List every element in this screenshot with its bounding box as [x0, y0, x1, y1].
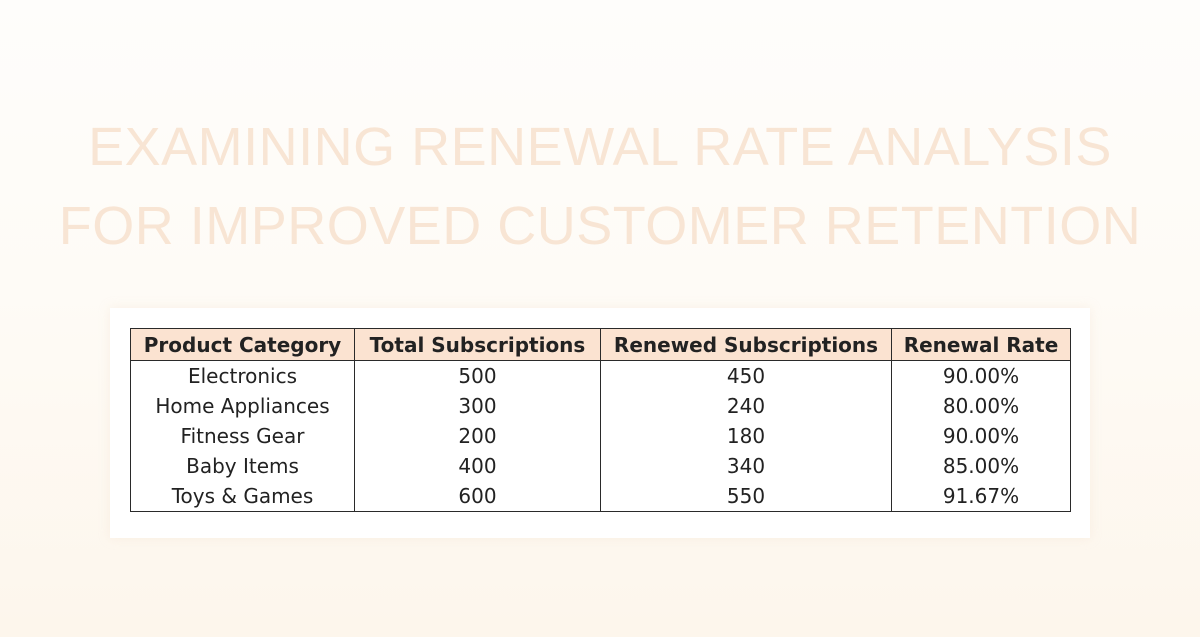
header-renewal-rate: Renewal Rate [891, 328, 1071, 361]
cell-renewed-subscriptions: 180 [600, 421, 892, 451]
cell-product-category: Home Appliances [130, 391, 355, 421]
table-row: Toys & Games 600 550 91.67% [130, 481, 1071, 512]
header-renewed-subscriptions: Renewed Subscriptions [600, 328, 892, 361]
cell-renewed-subscriptions: 550 [600, 481, 892, 512]
title-line-2: FOR IMPROVED CUSTOMER RETENTION [58, 196, 1142, 256]
cell-renewed-subscriptions: 450 [600, 360, 892, 391]
cell-total-subscriptions: 500 [354, 360, 601, 391]
cell-product-category: Electronics [130, 360, 355, 391]
cell-renewal-rate: 85.00% [891, 451, 1071, 481]
table-row: Baby Items 400 340 85.00% [130, 451, 1071, 481]
cell-renewal-rate: 90.00% [891, 360, 1071, 391]
table-row: Fitness Gear 200 180 90.00% [130, 421, 1071, 451]
table-card: Product Category Total Subscriptions Ren… [110, 308, 1090, 538]
table-row: Electronics 500 450 90.00% [130, 360, 1071, 391]
cell-renewed-subscriptions: 240 [600, 391, 892, 421]
cell-renewal-rate: 91.67% [891, 481, 1071, 512]
cell-total-subscriptions: 200 [354, 421, 601, 451]
cell-renewed-subscriptions: 340 [600, 451, 892, 481]
cell-renewal-rate: 90.00% [891, 421, 1071, 451]
cell-product-category: Baby Items [130, 451, 355, 481]
cell-total-subscriptions: 400 [354, 451, 601, 481]
table-header-row: Product Category Total Subscriptions Ren… [130, 328, 1071, 361]
title-line-1: EXAMINING RENEWAL RATE ANALYSIS [88, 117, 1112, 177]
page-title: EXAMINING RENEWAL RATE ANALYSIS FOR IMPR… [0, 108, 1200, 266]
cell-renewal-rate: 80.00% [891, 391, 1071, 421]
header-total-subscriptions: Total Subscriptions [354, 328, 601, 361]
cell-product-category: Toys & Games [130, 481, 355, 512]
cell-total-subscriptions: 300 [354, 391, 601, 421]
header-product-category: Product Category [130, 328, 355, 361]
cell-product-category: Fitness Gear [130, 421, 355, 451]
cell-total-subscriptions: 600 [354, 481, 601, 512]
table-row: Home Appliances 300 240 80.00% [130, 391, 1071, 421]
renewal-rate-table: Product Category Total Subscriptions Ren… [130, 328, 1071, 512]
